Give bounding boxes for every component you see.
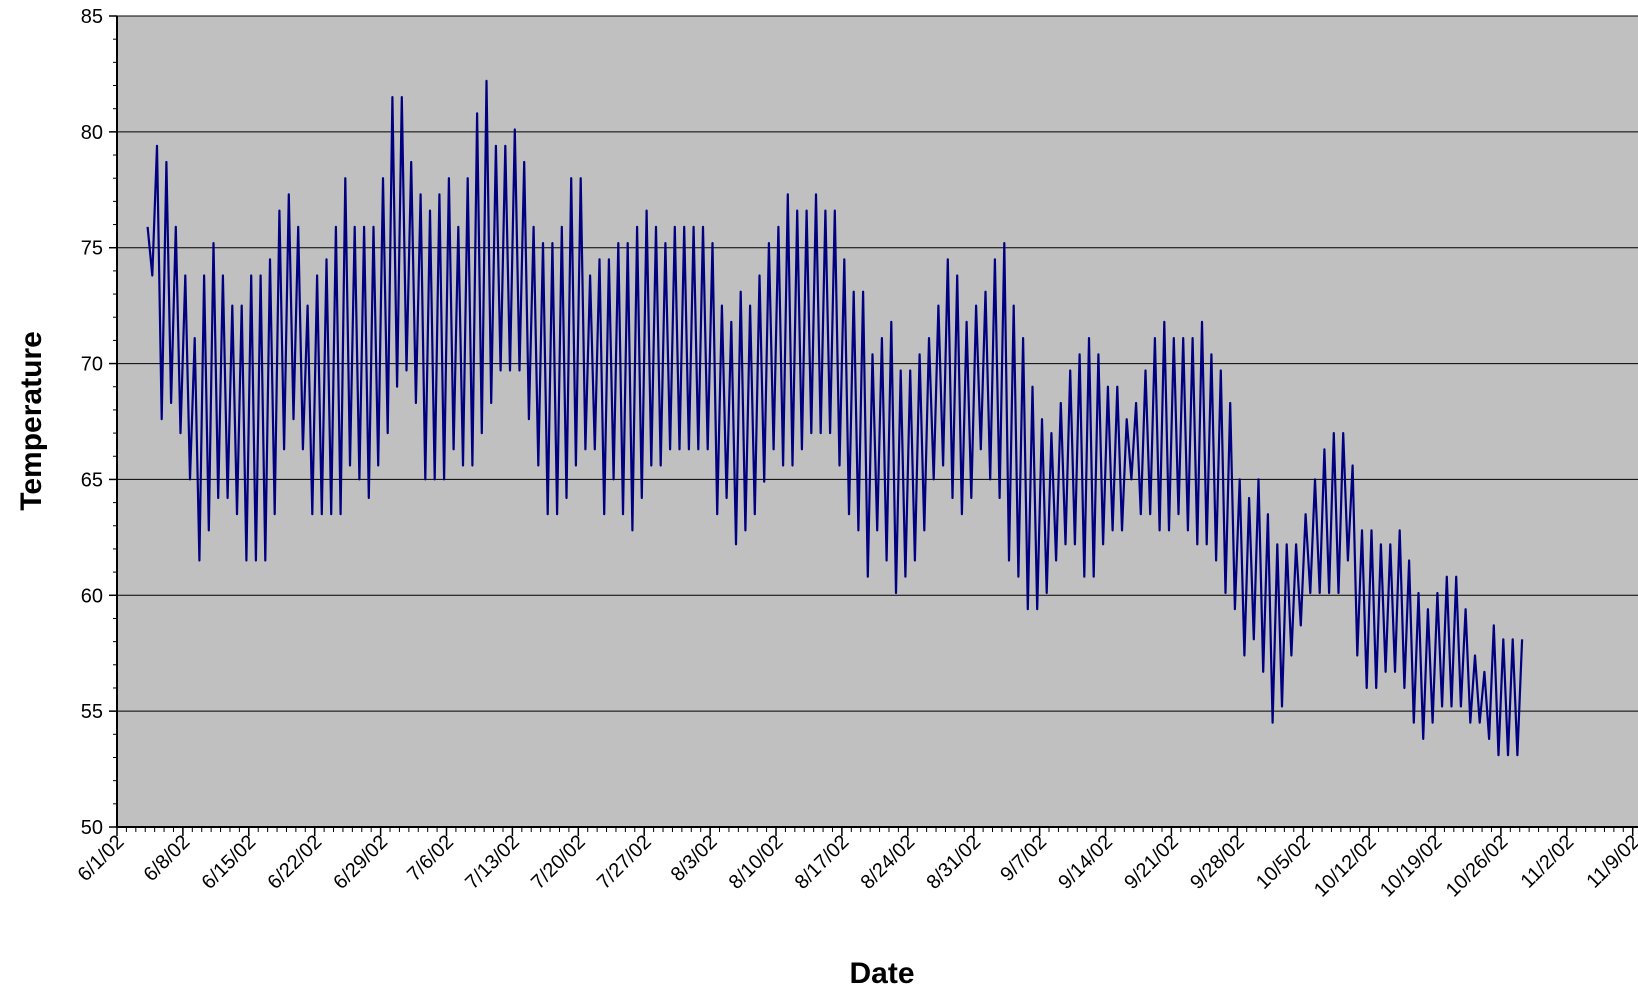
y-tick-label: 75: [81, 238, 103, 260]
y-tick-label: 60: [81, 585, 103, 607]
x-tick-label: 10/5/02: [1252, 831, 1315, 894]
x-tick-label: 6/22/02: [263, 831, 326, 894]
x-tick-label: 11/9/02: [1583, 831, 1638, 893]
x-tick-label: 6/1/02: [74, 831, 129, 886]
x-tick-label: 6/29/02: [329, 831, 392, 894]
y-tick-label: 70: [81, 354, 103, 376]
x-tick-label: 10/19/02: [1376, 831, 1447, 902]
plot-area: [117, 16, 1638, 827]
x-tick-label: 10/12/02: [1310, 831, 1381, 902]
y-tick-label: 80: [81, 122, 103, 144]
series-layer: [146, 79, 1524, 757]
x-tick-label: 7/27/02: [593, 831, 656, 894]
x-tick-label: 9/14/02: [1054, 831, 1117, 894]
x-tick-label: 11/2/02: [1517, 831, 1579, 893]
x-tick-label: 8/10/02: [725, 831, 788, 894]
y-axis-title: Temperature: [15, 331, 48, 511]
temperature-series-line: [146, 79, 1524, 757]
y-axis: 50 55 60 65 70 75 80 85: [81, 6, 118, 839]
x-tick-label: 6/8/02: [140, 831, 195, 886]
x-tick-label: 7/6/02: [403, 831, 458, 886]
x-tick-label: 7/13/02: [461, 831, 524, 894]
y-tick-label: 85: [81, 6, 103, 28]
y-tick-label: 55: [81, 701, 103, 723]
y-tick-label: 50: [81, 817, 103, 839]
x-tick-label: 8/3/02: [667, 831, 722, 886]
x-tick-label: 10/26/02: [1442, 831, 1513, 902]
x-tick-label: 8/24/02: [857, 831, 920, 894]
y-tick-label: 65: [81, 469, 103, 491]
x-tick-label: 9/21/02: [1120, 831, 1183, 894]
x-axis: 6/1/02 6/8/02 6/15/02 6/22/02 6/29/02 7/6/02 7…: [74, 826, 1638, 902]
x-tick-label: 9/7/02: [996, 831, 1051, 886]
x-axis-title: Date: [849, 957, 914, 990]
x-tick-label: 6/15/02: [198, 831, 261, 894]
x-tick-label: 8/31/02: [922, 831, 985, 894]
x-tick-label: 9/28/02: [1186, 831, 1249, 894]
x-tick-label: 7/20/02: [527, 831, 590, 894]
x-tick-label: 8/17/02: [791, 831, 854, 894]
